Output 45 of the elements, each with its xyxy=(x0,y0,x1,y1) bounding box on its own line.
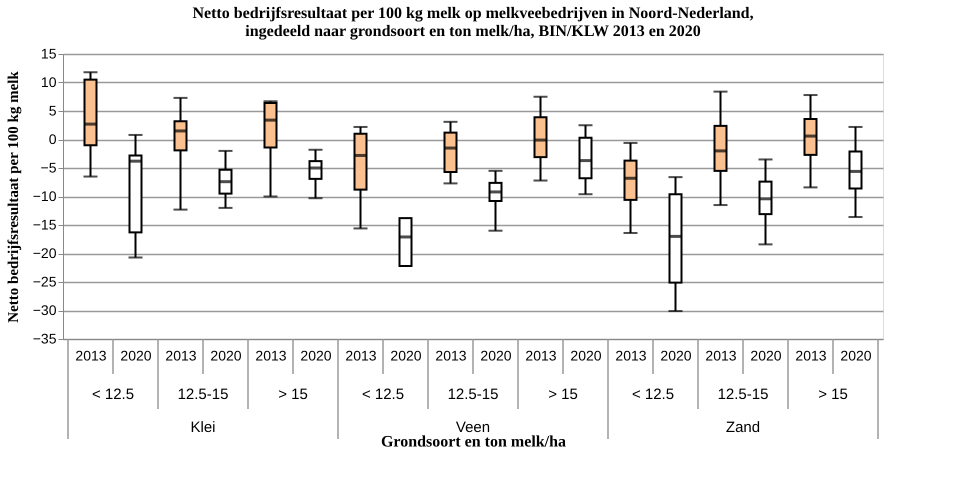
y-tick-label: 0 xyxy=(48,131,57,147)
y-tick-label: −10 xyxy=(32,188,57,204)
y-axis-title: Netto bedrijfsresultaat per 100 kg melk xyxy=(6,70,22,323)
text: Klei xyxy=(190,419,216,436)
text: > 15 xyxy=(548,386,578,403)
text: 12.5-15 xyxy=(448,386,498,403)
x-tick-label: 2013 xyxy=(525,348,557,364)
text: > 15 xyxy=(818,386,848,403)
text: Netto bedrijfsresultaat per 100 kg melk op melkveebedrijven in Noord-Nederland, xyxy=(192,5,754,22)
x-tick-label: 2020 xyxy=(120,348,152,364)
y-tick-label: −25 xyxy=(32,274,57,290)
y-tick-label: −5 xyxy=(40,160,57,176)
y-tick-label: 15 xyxy=(40,46,57,62)
text: ingedeeld naar grondsoort en ton melk/ha, BIN/KLW 2013 en 2020 xyxy=(245,23,701,40)
x-tick-label: 2013 xyxy=(255,348,287,364)
text: Zand xyxy=(726,419,760,436)
x-tick-label: 2013 xyxy=(615,348,647,364)
text: > 15 xyxy=(278,386,308,403)
y-tick-label: −30 xyxy=(32,302,57,318)
x-axis-title: Grondsoort en ton melk/ha xyxy=(380,434,566,450)
y-tick-label: −35 xyxy=(32,330,57,346)
text: < 12.5 xyxy=(632,386,674,403)
y-tick-label: 10 xyxy=(40,74,57,90)
x-tick-label: 2013 xyxy=(345,348,377,364)
text: 12.5-15 xyxy=(718,386,768,403)
x-tick-label: 2013 xyxy=(165,348,197,364)
text: < 12.5 xyxy=(92,386,134,403)
x-tick-label: 2020 xyxy=(390,348,422,364)
x-tick-label: 2013 xyxy=(75,348,107,364)
x-tick-label: 2020 xyxy=(480,348,512,364)
x-tick-label: 2013 xyxy=(705,348,737,364)
x-tick-label: 2020 xyxy=(300,348,332,364)
x-tick-label: 2020 xyxy=(660,348,692,364)
text: Veen xyxy=(456,419,490,436)
text: < 12.5 xyxy=(362,386,404,403)
x-tick-label: 2020 xyxy=(840,348,872,364)
y-tick-label: −15 xyxy=(32,216,57,232)
x-tick-label: 2013 xyxy=(435,348,467,364)
x-tick-label: 2020 xyxy=(750,348,782,364)
x-tick-label: 2020 xyxy=(210,348,242,364)
text: 12.5-15 xyxy=(178,386,228,403)
y-tick-label: 5 xyxy=(48,102,57,118)
y-tick-label: −20 xyxy=(32,245,57,261)
x-tick-label: 2020 xyxy=(570,348,602,364)
x-tick-label: 2013 xyxy=(795,348,827,364)
